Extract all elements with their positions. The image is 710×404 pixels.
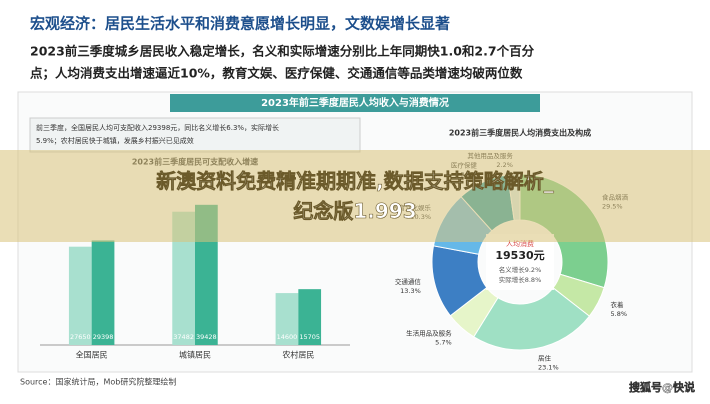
value-label: 39428: [196, 333, 217, 341]
value-label: 15705: [299, 333, 320, 341]
x-tick-label: 全国居民: [76, 350, 108, 360]
watermark: 搜狐号@快说: [629, 380, 695, 394]
pie-slice: [473, 287, 591, 351]
bar: [91, 240, 115, 345]
slice-value: 13.3%: [400, 287, 421, 295]
header-body: 2023前三季度城乡居民收入稳定增长，名义和实际增速分别比上年同期快1.0和2.…: [30, 44, 535, 59]
header-title: 宏观经济：居民生活水平和消费意愿增长明显，文数娱增长显著: [30, 15, 450, 33]
center-value: 19530元: [495, 249, 544, 262]
slice-label: 衣着: [611, 300, 625, 309]
note: 前三季度，全国居民人均可支配收入29398元，同比名义增长6.3%，实际增长: [36, 123, 279, 132]
slice-label: 生活用品及服务: [406, 329, 452, 338]
panel-title: 2023年前三季度居民人均收入与消费情况: [261, 96, 449, 109]
slice-value: 5.7%: [435, 339, 452, 347]
overlay-band: [0, 150, 710, 242]
bar: [172, 211, 195, 345]
slice-value: 23.1%: [538, 363, 559, 371]
value-label: 14600: [277, 333, 298, 341]
bar: [275, 293, 299, 345]
x-tick-label: 农村居民: [282, 350, 314, 360]
value-label: 27650: [70, 333, 91, 341]
slice-value: 5.8%: [611, 310, 628, 318]
value-label: 29398: [93, 333, 114, 341]
chart-title: 2023前三季度居民人均消费支出及构成: [449, 128, 591, 138]
bar: [298, 289, 322, 345]
overlay-text: 新澳资料免费精准期期准,数据支持策略解析_纪念版1.993: [156, 169, 554, 223]
panel-title-bar: [170, 94, 540, 112]
center-note: 实际增长8.8%: [499, 275, 542, 284]
slice-label: 交通通信: [395, 277, 422, 286]
center-note: 名义增长9.2%: [499, 265, 542, 274]
header-body: 点；人均消费支出增速逼近10%，教育文娱、医疗保健、交通通信等品类增速均破两位数: [30, 66, 523, 81]
value-label: 37482: [173, 333, 194, 341]
x-tick-label: 城镇居民: [179, 350, 211, 360]
slice-label: 居住: [538, 353, 552, 362]
center-label: 人均消费: [506, 239, 534, 248]
note: 5.9%；农村居民快于城镇，发展乡村振兴已见成效: [36, 136, 194, 145]
source: Source：国家统计局，Mob研究院整理绘制: [20, 377, 176, 387]
bar: [68, 246, 92, 345]
center-box: [486, 234, 554, 290]
